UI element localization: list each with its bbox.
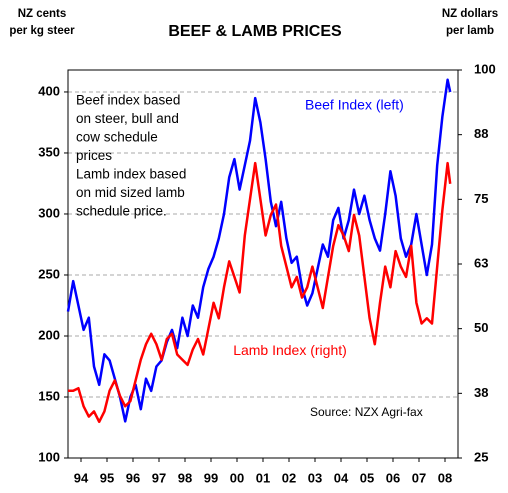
annotation: schedule price. (76, 204, 167, 219)
y-tick-label: 350 (38, 144, 60, 159)
x-tick-label: 00 (230, 470, 244, 485)
y-label: per kg steer (9, 25, 75, 37)
x-tick-label: 03 (308, 470, 322, 485)
x-tick-label: 96 (126, 470, 140, 485)
annotation: Lamb index based (76, 167, 186, 182)
x-tick-label: 02 (282, 470, 296, 485)
y-tick-label: 400 (38, 83, 60, 98)
y-tick-label: 150 (38, 388, 60, 403)
line-series (68, 161, 452, 424)
source: Source: NZX Agri-fax (310, 405, 423, 419)
y2-tick-label: 100 (474, 61, 496, 76)
x-tick-label: 07 (412, 470, 426, 485)
y-tick-label: 250 (38, 266, 60, 281)
x-tick-label: 98 (178, 470, 192, 485)
annotation: on mid sized lamb (76, 185, 185, 200)
y-label: NZ cents (18, 8, 67, 20)
x-tick-label: 01 (256, 470, 270, 485)
y-tick-label: 300 (38, 205, 60, 220)
y2-tick-label: 88 (474, 126, 488, 141)
x-tick-label: 95 (100, 470, 114, 485)
x-tick-label: 08 (438, 470, 452, 485)
y2-label: NZ dollars (442, 8, 498, 20)
x-tick-label: 06 (386, 470, 400, 485)
x-tick-label: 99 (204, 470, 218, 485)
y2-tick-label: 38 (474, 385, 488, 400)
chart-title: BEEF & LAMB PRICES (168, 23, 342, 40)
legend-label: Beef Index (left) (305, 97, 404, 113)
y2-label: per lamb (446, 25, 494, 37)
annotation: Beef index based (76, 93, 180, 108)
x-tick-label: 97 (152, 470, 166, 485)
x-tick-label: 94 (74, 470, 89, 485)
y-tick-label: 200 (38, 327, 60, 342)
lamb-label: Lamb Index (right) (233, 342, 347, 358)
x-tick-label: 04 (334, 470, 349, 485)
plot-frame (67, 69, 459, 459)
y2-tick-label: 25 (474, 449, 488, 464)
annotation: prices (76, 148, 112, 163)
annotation: cow schedule (76, 130, 158, 145)
y2-tick-label: 63 (474, 255, 488, 270)
y-tick-label: 100 (38, 449, 60, 464)
y2-tick-label: 50 (474, 320, 488, 335)
y2-tick-label: 75 (474, 191, 488, 206)
annotation: on steer, bull and (76, 111, 179, 126)
x-tick-label: 05 (360, 470, 374, 485)
